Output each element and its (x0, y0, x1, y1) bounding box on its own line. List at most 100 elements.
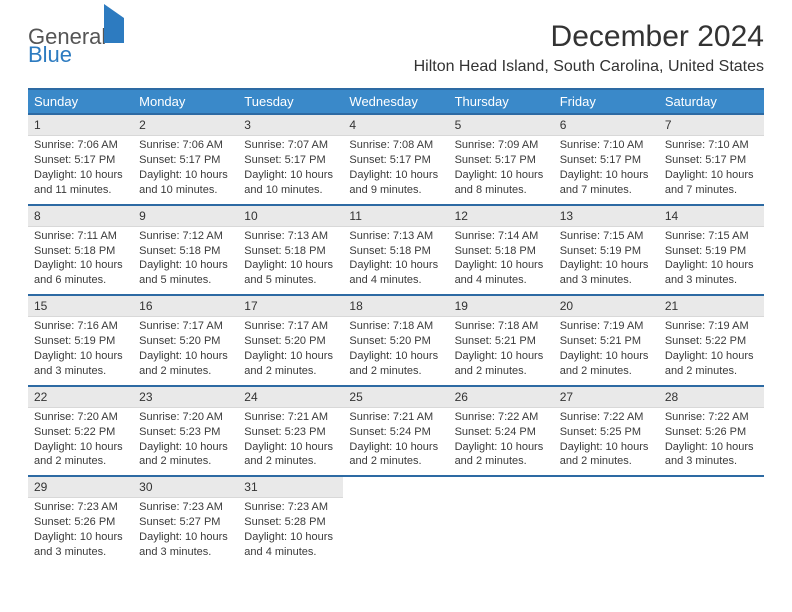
day-cell: 1Sunrise: 7:06 AMSunset: 5:17 PMDaylight… (28, 114, 133, 205)
day-number: 26 (449, 387, 554, 408)
dayhead-sat: Saturday (659, 89, 764, 114)
sunrise-line: Sunrise: 7:06 AM (34, 138, 127, 153)
sunset-line: Sunset: 5:17 PM (139, 153, 232, 168)
sunrise-line: Sunrise: 7:18 AM (349, 319, 442, 334)
day-number: 3 (238, 115, 343, 136)
day-info: Sunrise: 7:20 AMSunset: 5:23 PMDaylight:… (133, 410, 238, 469)
day-cell: 18Sunrise: 7:18 AMSunset: 5:20 PMDayligh… (343, 296, 448, 386)
day-cell: 25Sunrise: 7:21 AMSunset: 5:24 PMDayligh… (343, 387, 448, 477)
day-info: Sunrise: 7:14 AMSunset: 5:18 PMDaylight:… (449, 229, 554, 288)
logo-word2: Blue (28, 42, 72, 67)
daylight-line: Daylight: 10 hours and 3 minutes. (665, 258, 758, 288)
dayhead-tue: Tuesday (238, 89, 343, 114)
dayhead-wed: Wednesday (343, 89, 448, 114)
day-number: 18 (343, 296, 448, 317)
day-info: Sunrise: 7:19 AMSunset: 5:21 PMDaylight:… (554, 319, 659, 378)
sunset-line: Sunset: 5:17 PM (244, 153, 337, 168)
sunrise-line: Sunrise: 7:22 AM (665, 410, 758, 425)
day-cell: 2Sunrise: 7:06 AMSunset: 5:17 PMDaylight… (133, 114, 238, 205)
daylight-line: Daylight: 10 hours and 4 minutes. (455, 258, 548, 288)
sunset-line: Sunset: 5:17 PM (665, 153, 758, 168)
sunset-line: Sunset: 5:23 PM (244, 425, 337, 440)
day-number: 5 (449, 115, 554, 136)
day-number: 27 (554, 387, 659, 408)
day-cell: 31Sunrise: 7:23 AMSunset: 5:28 PMDayligh… (238, 477, 343, 566)
sunset-line: Sunset: 5:28 PM (244, 515, 337, 530)
sunrise-line: Sunrise: 7:23 AM (244, 500, 337, 515)
sunset-line: Sunset: 5:17 PM (455, 153, 548, 168)
sunset-line: Sunset: 5:22 PM (34, 425, 127, 440)
sunrise-line: Sunrise: 7:23 AM (34, 500, 127, 515)
daylight-line: Daylight: 10 hours and 3 minutes. (139, 530, 232, 560)
day-cell: 3Sunrise: 7:07 AMSunset: 5:17 PMDaylight… (238, 114, 343, 205)
day-info: Sunrise: 7:13 AMSunset: 5:18 PMDaylight:… (238, 229, 343, 288)
day-cell: 28 Sunrise: 7:22 AMSunset: 5:26 PMDayligh… (659, 387, 764, 477)
day-cell: 29Sunrise: 7:23 AMSunset: 5:26 PMDayligh… (28, 477, 133, 566)
day-info: Sunrise: 7:22 AMSunset: 5:25 PMDaylight:… (554, 410, 659, 469)
day-cell: 14Sunrise: 7:15 AMSunset: 5:19 PMDayligh… (659, 206, 764, 296)
daylight-line: Daylight: 10 hours and 3 minutes. (34, 349, 127, 379)
day-info: Sunrise: 7:22 AMSunset: 5:24 PMDaylight:… (449, 410, 554, 469)
sunrise-line: Sunrise: 7:22 AM (560, 410, 653, 425)
sunset-line: Sunset: 5:24 PM (455, 425, 548, 440)
title-block: December 2024 Hilton Head Island, South … (414, 20, 764, 86)
daylight-line: Daylight: 10 hours and 3 minutes. (665, 440, 758, 470)
day-number: 7 (659, 115, 764, 136)
day-number: 8 (28, 206, 133, 227)
day-cell: 9Sunrise: 7:12 AMSunset: 5:18 PMDaylight… (133, 206, 238, 296)
calendar-body: 1Sunrise: 7:06 AMSunset: 5:17 PMDaylight… (28, 114, 764, 566)
day-info: Sunrise: 7:19 AMSunset: 5:22 PMDaylight:… (659, 319, 764, 378)
day-number: 10 (238, 206, 343, 227)
day-info: Sunrise: 7:15 AMSunset: 5:19 PMDaylight:… (554, 229, 659, 288)
day-info: Sunrise: 7:18 AMSunset: 5:20 PMDaylight:… (343, 319, 448, 378)
daylight-line: Daylight: 10 hours and 3 minutes. (560, 258, 653, 288)
daylight-line: Daylight: 10 hours and 7 minutes. (665, 168, 758, 198)
day-number: 15 (28, 296, 133, 317)
day-info: Sunrise: 7:20 AMSunset: 5:22 PMDaylight:… (28, 410, 133, 469)
sunrise-line: Sunrise: 7:22 AM (455, 410, 548, 425)
day-number: 21 (659, 296, 764, 317)
daylight-line: Daylight: 10 hours and 2 minutes. (665, 349, 758, 379)
sunset-line: Sunset: 5:22 PM (665, 334, 758, 349)
day-info: Sunrise: 7:13 AMSunset: 5:18 PMDaylight:… (343, 229, 448, 288)
daylight-line: Daylight: 10 hours and 2 minutes. (34, 440, 127, 470)
sunrise-line: Sunrise: 7:19 AM (665, 319, 758, 334)
day-cell: 11Sunrise: 7:13 AMSunset: 5:18 PMDayligh… (343, 206, 448, 296)
logo: General Blue (28, 20, 124, 66)
sunset-line: Sunset: 5:20 PM (139, 334, 232, 349)
daylight-line: Daylight: 10 hours and 4 minutes. (244, 530, 337, 560)
sunrise-line: Sunrise: 7:19 AM (560, 319, 653, 334)
day-cell: 15Sunrise: 7:16 AMSunset: 5:19 PMDayligh… (28, 296, 133, 386)
day-info: Sunrise: 7:17 AMSunset: 5:20 PMDaylight:… (133, 319, 238, 378)
day-info: Sunrise: 7:09 AMSunset: 5:17 PMDaylight:… (449, 138, 554, 197)
logo-text-block: General Blue (28, 26, 124, 66)
week-row: 22Sunrise: 7:20 AMSunset: 5:22 PMDayligh… (28, 387, 764, 477)
day-info: Sunrise: 7:21 AMSunset: 5:23 PMDaylight:… (238, 410, 343, 469)
day-number: 12 (449, 206, 554, 227)
daylight-line: Daylight: 10 hours and 2 minutes. (349, 440, 442, 470)
day-number: 30 (133, 477, 238, 498)
sunset-line: Sunset: 5:18 PM (349, 244, 442, 259)
day-cell: 26Sunrise: 7:22 AMSunset: 5:24 PMDayligh… (449, 387, 554, 477)
sunset-line: Sunset: 5:17 PM (560, 153, 653, 168)
day-number: 28 (659, 387, 764, 408)
day-info: Sunrise: 7:07 AMSunset: 5:17 PMDaylight:… (238, 138, 343, 197)
dayhead-fri: Friday (554, 89, 659, 114)
daylight-line: Daylight: 10 hours and 2 minutes. (560, 349, 653, 379)
day-cell: 6Sunrise: 7:10 AMSunset: 5:17 PMDaylight… (554, 114, 659, 205)
sunrise-line: Sunrise: 7:23 AM (139, 500, 232, 515)
sunrise-line: Sunrise: 7:15 AM (560, 229, 653, 244)
sunset-line: Sunset: 5:19 PM (560, 244, 653, 259)
day-info: Sunrise: 7:06 AMSunset: 5:17 PMDaylight:… (28, 138, 133, 197)
sunrise-line: Sunrise: 7:15 AM (665, 229, 758, 244)
logo-triangle-icon (104, 4, 124, 43)
week-row: 15Sunrise: 7:16 AMSunset: 5:19 PMDayligh… (28, 296, 764, 386)
day-cell: 30Sunrise: 7:23 AMSunset: 5:27 PMDayligh… (133, 477, 238, 566)
daylight-line: Daylight: 10 hours and 7 minutes. (560, 168, 653, 198)
day-number: 22 (28, 387, 133, 408)
day-info: Sunrise: 7:23 AMSunset: 5:28 PMDaylight:… (238, 500, 343, 559)
sunset-line: Sunset: 5:26 PM (665, 425, 758, 440)
day-cell: 20Sunrise: 7:19 AMSunset: 5:21 PMDayligh… (554, 296, 659, 386)
sunset-line: Sunset: 5:21 PM (455, 334, 548, 349)
sunset-line: Sunset: 5:18 PM (244, 244, 337, 259)
